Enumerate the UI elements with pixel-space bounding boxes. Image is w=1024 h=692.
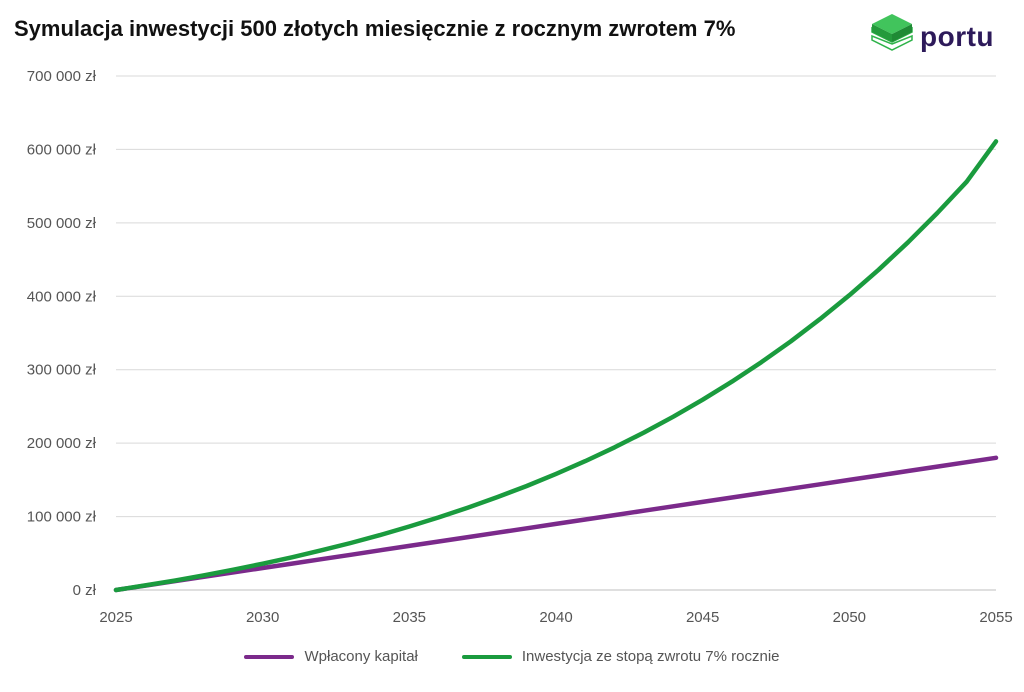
x-tick-label: 2040 xyxy=(539,609,572,626)
y-tick-label: 500 000 zł xyxy=(27,215,97,232)
series-line-inwestycja xyxy=(113,139,999,593)
legend-item-inwestycja: Inwestycja ze stopą zwrotu 7% rocznie xyxy=(461,648,780,665)
portu-logo-icon xyxy=(870,12,914,61)
legend-item-wplacony-kapital: Wpłacony kapitał xyxy=(244,648,418,665)
y-tick-label: 600 000 zł xyxy=(27,141,97,158)
portu-logo-text: portu xyxy=(920,20,995,52)
legend: Wpłacony kapitał Inwestycja ze stopą zwr… xyxy=(0,648,1024,665)
legend-swatch-inwestycja xyxy=(461,654,512,659)
y-tick-label: 400 000 zł xyxy=(27,288,97,305)
chart-title: Symulacja inwestycji 500 złotych miesięc… xyxy=(14,16,736,41)
gridlines xyxy=(116,75,996,591)
series-lines xyxy=(113,139,999,593)
y-tick-label: 100 000 zł xyxy=(27,509,97,526)
x-tick-label: 2030 xyxy=(246,609,279,626)
y-tick-label: 700 000 zł xyxy=(27,68,97,85)
x-tick-label: 2055 xyxy=(979,609,1012,626)
x-tick-label: 2050 xyxy=(833,609,866,626)
y-tick-label: 0 zł xyxy=(73,582,97,599)
x-axis-tick-labels: 2025 2030 2035 2040 2045 2050 2055 xyxy=(99,609,1012,626)
x-tick-label: 2035 xyxy=(393,609,426,626)
x-tick-label: 2025 xyxy=(99,609,132,626)
legend-label-inwestycja: Inwestycja ze stopą zwrotu 7% rocznie xyxy=(521,648,780,665)
portu-logo: portu xyxy=(870,12,994,61)
x-tick-label: 2045 xyxy=(686,609,719,626)
legend-label-wplacony-kapital: Wpłacony kapitał xyxy=(304,648,418,665)
series-line-wplacony-kapital xyxy=(113,455,999,593)
y-tick-label: 200 000 zł xyxy=(27,435,97,452)
y-tick-label: 300 000 zł xyxy=(27,362,97,379)
legend-swatch-wplacony-kapital xyxy=(244,654,295,659)
y-axis-tick-labels: 0 zł 100 000 zł 200 000 zł 300 000 zł 400 00… xyxy=(27,68,97,599)
